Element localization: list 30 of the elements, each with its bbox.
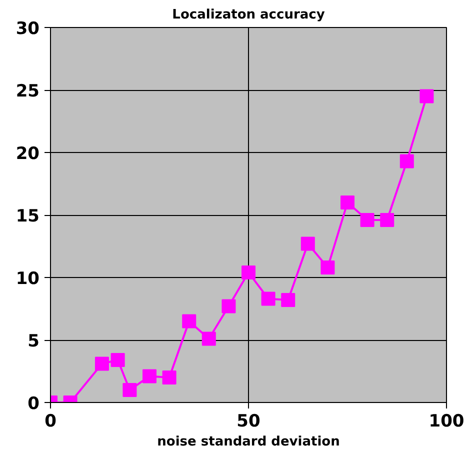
- x-axis-title: noise standard deviation: [157, 434, 340, 450]
- x-tick-label: 0: [44, 412, 57, 432]
- point: [400, 154, 414, 168]
- y-tick-label: 5: [28, 332, 40, 352]
- point: [242, 266, 256, 280]
- chart-title: Localizaton accuracy: [172, 8, 326, 22]
- point: [110, 353, 125, 367]
- y-tick-label: 25: [16, 82, 40, 102]
- x-tick-label: 100: [428, 412, 464, 432]
- y-tick-label: 0: [28, 394, 40, 414]
- point: [300, 236, 315, 251]
- y-tick-label: 15: [16, 206, 40, 226]
- point: [380, 213, 394, 227]
- point: [162, 370, 176, 384]
- point: [94, 356, 109, 371]
- point: [360, 213, 374, 227]
- point: [202, 332, 216, 346]
- point: [320, 260, 335, 274]
- point: [222, 299, 236, 314]
- point: [281, 293, 296, 307]
- point: [142, 369, 156, 384]
- point: [420, 89, 434, 104]
- point: [122, 383, 137, 397]
- point: [182, 314, 196, 328]
- x-tick-label: 50: [236, 412, 260, 432]
- y-tick-label: 10: [16, 269, 40, 289]
- point: [340, 196, 354, 210]
- point: [261, 292, 276, 306]
- y-tick-label: 30: [16, 19, 40, 39]
- y-tick-label: 20: [16, 144, 40, 164]
